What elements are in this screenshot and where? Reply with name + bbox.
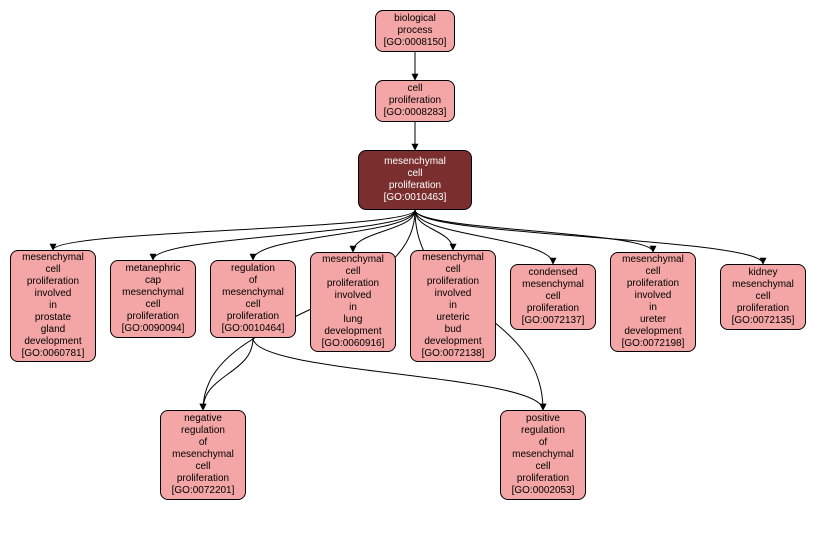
node-label-line: cell — [545, 291, 560, 303]
node-label-line: mesenchymal — [322, 254, 384, 266]
node-n8: condensedmesenchymalcellproliferation[GO… — [510, 264, 596, 330]
node-label-line: process — [397, 25, 432, 37]
node-label-line: involved — [435, 288, 472, 300]
node-label-line: [GO:0072198] — [622, 338, 685, 350]
node-label-line: development — [424, 336, 481, 348]
node-label-line: proliferation — [177, 473, 229, 485]
node-label-line: in — [49, 300, 57, 312]
node-label-line: [GO:0090094] — [122, 323, 185, 335]
node-label-line: ureter — [640, 314, 666, 326]
node-label-line: mesenchymal — [222, 287, 284, 299]
node-n11: negativeregulationofmesenchymalcellproli… — [160, 410, 246, 500]
node-n2: mesenchymalcellproliferation[GO:0010463] — [358, 150, 472, 210]
node-label-line: mesenchymal — [512, 449, 574, 461]
edge — [53, 210, 415, 250]
node-label-line: regulation — [231, 263, 275, 275]
node-label-line: development — [624, 326, 681, 338]
node-label-line: [GO:0072137] — [522, 315, 585, 327]
node-n6: mesenchymalcellproliferationinvolvedinlu… — [310, 252, 396, 352]
edge — [353, 210, 415, 252]
node-n12: positiveregulationofmesenchymalcellproli… — [500, 410, 586, 500]
node-label-line: prostate — [35, 312, 71, 324]
node-label-line: proliferation — [737, 303, 789, 315]
node-label-line: biological — [394, 13, 436, 25]
node-label-line: proliferation — [327, 278, 379, 290]
node-label-line: regulation — [181, 425, 225, 437]
node-label-line: lung — [344, 314, 363, 326]
node-label-line: development — [24, 336, 81, 348]
node-label-line: proliferation — [227, 311, 279, 323]
node-label-line: [GO:0008150] — [384, 37, 447, 49]
node-label-line: mesenchymal — [522, 279, 584, 291]
node-label-line: metanephric — [125, 263, 180, 275]
node-label-line: positive — [526, 413, 560, 425]
node-label-line: [GO:0072135] — [732, 315, 795, 327]
node-label-line: cell — [245, 299, 260, 311]
node-n4: metanephriccapmesenchymalcellproliferati… — [110, 260, 196, 338]
node-label-line: proliferation — [389, 95, 441, 107]
node-label-line: cell — [345, 266, 360, 278]
node-label-line: mesenchymal — [172, 449, 234, 461]
node-label-line: proliferation — [127, 311, 179, 323]
node-label-line: bud — [445, 324, 462, 336]
node-label-line: cell — [407, 83, 422, 95]
edge — [253, 338, 543, 410]
edge — [415, 210, 653, 252]
node-n9: mesenchymalcellproliferationinvolvedinur… — [610, 252, 696, 352]
node-label-line: mesenchymal — [122, 287, 184, 299]
node-label-line: cell — [445, 264, 460, 276]
node-label-line: in — [649, 302, 657, 314]
edge — [203, 338, 253, 410]
node-label-line: involved — [635, 290, 672, 302]
node-label-line: kidney — [749, 267, 778, 279]
node-label-line: [GO:0008283] — [384, 107, 447, 119]
node-label-line: in — [449, 300, 457, 312]
node-label-line: mesenchymal — [422, 252, 484, 264]
node-label-line: [GO:0072138] — [422, 348, 485, 360]
edge — [415, 210, 453, 250]
node-label-line: cell — [195, 461, 210, 473]
node-label-line: [GO:0010463] — [384, 192, 447, 204]
node-label-line: proliferation — [527, 303, 579, 315]
node-label-line: of — [249, 275, 257, 287]
node-label-line: [GO:0072201] — [172, 485, 235, 497]
node-n5: regulationofmesenchymalcellproliferation… — [210, 260, 296, 338]
node-label-line: proliferation — [27, 276, 79, 288]
node-n0: biologicalprocess[GO:0008150] — [375, 10, 455, 52]
node-label-line: development — [324, 326, 381, 338]
node-label-line: proliferation — [389, 180, 441, 192]
node-label-line: cell — [645, 266, 660, 278]
node-label-line: mesenchymal — [22, 252, 84, 264]
node-label-line: negative — [184, 413, 222, 425]
node-n7: mesenchymalcellproliferationinvolvedinur… — [410, 250, 496, 362]
node-label-line: [GO:0060916] — [322, 338, 385, 350]
node-n3: mesenchymalcellproliferationinvolvedinpr… — [10, 250, 96, 362]
node-n10: kidneymesenchymalcellproliferation[GO:00… — [720, 264, 806, 330]
node-label-line: of — [199, 437, 207, 449]
node-label-line: [GO:0010464] — [222, 323, 285, 335]
node-label-line: proliferation — [627, 278, 679, 290]
node-label-line: cell — [535, 461, 550, 473]
node-n1: cellproliferation[GO:0008283] — [375, 80, 455, 122]
node-label-line: of — [539, 437, 547, 449]
node-label-line: involved — [335, 290, 372, 302]
node-label-line: mesenchymal — [732, 279, 794, 291]
node-label-line: proliferation — [427, 276, 479, 288]
node-label-line: [GO:0002053] — [512, 485, 575, 497]
node-label-line: involved — [35, 288, 72, 300]
node-label-line: cap — [145, 275, 161, 287]
node-label-line: ureteric — [436, 312, 469, 324]
node-label-line: cell — [145, 299, 160, 311]
node-label-line: [GO:0060781] — [22, 348, 85, 360]
node-label-line: in — [349, 302, 357, 314]
node-label-line: condensed — [529, 267, 578, 279]
node-label-line: cell — [407, 168, 422, 180]
node-label-line: mesenchymal — [622, 254, 684, 266]
node-label-line: cell — [755, 291, 770, 303]
node-label-line: gland — [41, 324, 65, 336]
node-label-line: cell — [45, 264, 60, 276]
node-label-line: proliferation — [517, 473, 569, 485]
node-label-line: regulation — [521, 425, 565, 437]
node-label-line: mesenchymal — [384, 156, 446, 168]
